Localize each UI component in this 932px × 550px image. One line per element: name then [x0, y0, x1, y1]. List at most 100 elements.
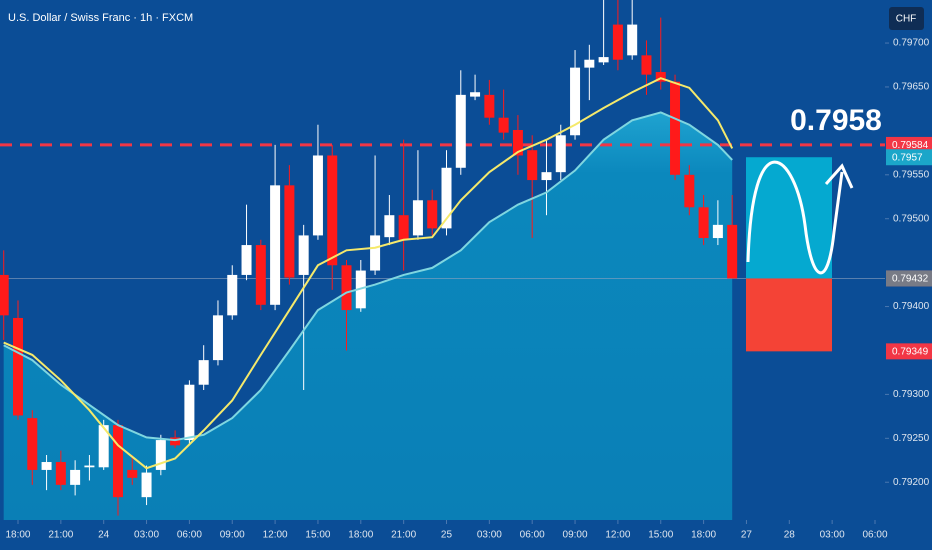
candle-body	[227, 274, 238, 316]
x-tick-label: 15:00	[648, 530, 673, 541]
candle-body	[541, 172, 552, 181]
candle-body	[684, 174, 695, 208]
x-tick-label: 18:00	[5, 530, 30, 541]
y-tick-label: 0.79550	[893, 169, 930, 180]
candle-body	[12, 317, 23, 416]
candle-body	[98, 425, 109, 468]
candle-body	[484, 94, 495, 118]
candle-body	[584, 59, 595, 68]
candle-body	[455, 94, 466, 168]
plot-area	[0, 0, 885, 520]
price-label: 0.7957	[892, 152, 923, 163]
ma-area	[3, 112, 733, 520]
price-label-box	[886, 270, 932, 287]
currency[interactable]: CHF	[896, 14, 917, 25]
candle-body	[327, 155, 338, 266]
x-tick-label: 09:00	[220, 530, 245, 541]
x-tick-label: 06:00	[862, 530, 887, 541]
projection-curve	[746, 160, 844, 275]
price-label-box	[886, 149, 932, 166]
candle-body	[612, 24, 623, 60]
x-tick-label: 12:00	[263, 530, 288, 541]
candle-body	[641, 55, 652, 75]
price-label: 0.79584	[892, 140, 929, 151]
x-tick-label: 24	[98, 530, 110, 541]
x-tick-label: 03:00	[477, 530, 502, 541]
candle-body	[470, 92, 481, 97]
x-tick-label: 09:00	[563, 530, 588, 541]
candle-body	[727, 224, 738, 279]
candle-body	[84, 465, 95, 468]
candle-body	[627, 24, 638, 56]
candle-body	[112, 425, 123, 498]
candle-body	[141, 472, 152, 498]
price-label-box	[886, 343, 932, 360]
candle-body	[27, 418, 38, 470]
x-tick-label: 03:00	[134, 530, 159, 541]
candle-body	[70, 469, 81, 485]
y-tick-label: 0.79300	[893, 389, 930, 400]
x-tick-label: 21:00	[48, 530, 73, 541]
candle-body	[270, 185, 281, 305]
x-tick-label: 03:00	[820, 530, 845, 541]
candle-body	[241, 245, 252, 275]
y-tick-label: 0.79250	[893, 433, 930, 444]
y-tick-label: 0.79400	[893, 301, 930, 312]
y-tick-label: 0.79500	[893, 213, 930, 224]
candle-body	[0, 274, 9, 316]
x-tick-label: 27	[741, 530, 753, 541]
x-tick-label: 18:00	[691, 530, 716, 541]
candle-body	[512, 130, 523, 156]
candle-body	[255, 245, 266, 305]
candle-body	[598, 57, 609, 63]
price-label: 0.79349	[892, 346, 929, 357]
projection-arrow	[824, 163, 854, 189]
candle-body	[55, 462, 66, 485]
ma-line	[3, 77, 734, 470]
candle-body	[670, 81, 681, 175]
y-tick-label: 0.79200	[893, 477, 930, 488]
candle-body	[155, 440, 166, 470]
candle-body	[198, 360, 209, 385]
target-annotation: 0.7958	[790, 104, 882, 137]
candle-body	[127, 469, 138, 478]
candle-body	[398, 215, 409, 240]
candle-body	[527, 150, 538, 181]
x-tick-label: 18:00	[348, 530, 373, 541]
candle-body	[184, 384, 195, 441]
candle-body	[555, 135, 566, 173]
candle-body	[170, 437, 181, 446]
candle-body	[341, 265, 352, 311]
candle-body	[498, 117, 509, 133]
x-tick-label: 06:00	[177, 530, 202, 541]
candle-body	[712, 224, 723, 239]
candle-body	[441, 167, 452, 229]
x-tick-label: 25	[441, 530, 453, 541]
candle-body	[212, 315, 223, 361]
x-tick-label: 28	[784, 530, 796, 541]
candle-body	[312, 155, 323, 236]
candle-body	[298, 235, 309, 275]
candle-body	[41, 462, 52, 470]
y-tick-label: 0.79700	[893, 38, 930, 49]
candle-body	[698, 207, 709, 239]
candle-body	[384, 215, 395, 238]
candle-body	[427, 200, 438, 229]
x-tick-label: 21:00	[391, 530, 416, 541]
currency-box[interactable]	[889, 7, 924, 30]
candle-body	[655, 72, 666, 82]
projection-down	[746, 278, 832, 352]
x-tick-label: 06:00	[520, 530, 545, 541]
candle-body	[412, 200, 423, 236]
candle-body	[570, 67, 581, 136]
x-tick-label: 12:00	[605, 530, 630, 541]
candle-body	[284, 185, 295, 278]
x-tick-label: 15:00	[305, 530, 330, 541]
price-label: 0.79432	[892, 274, 929, 285]
price-label-box	[886, 136, 932, 153]
chart-title: U.S. Dollar / Swiss Franc · 1h · FXCM	[8, 12, 193, 24]
candle-body	[370, 235, 381, 271]
y-tick-label: 0.79650	[893, 82, 930, 93]
ma-line	[3, 111, 733, 442]
